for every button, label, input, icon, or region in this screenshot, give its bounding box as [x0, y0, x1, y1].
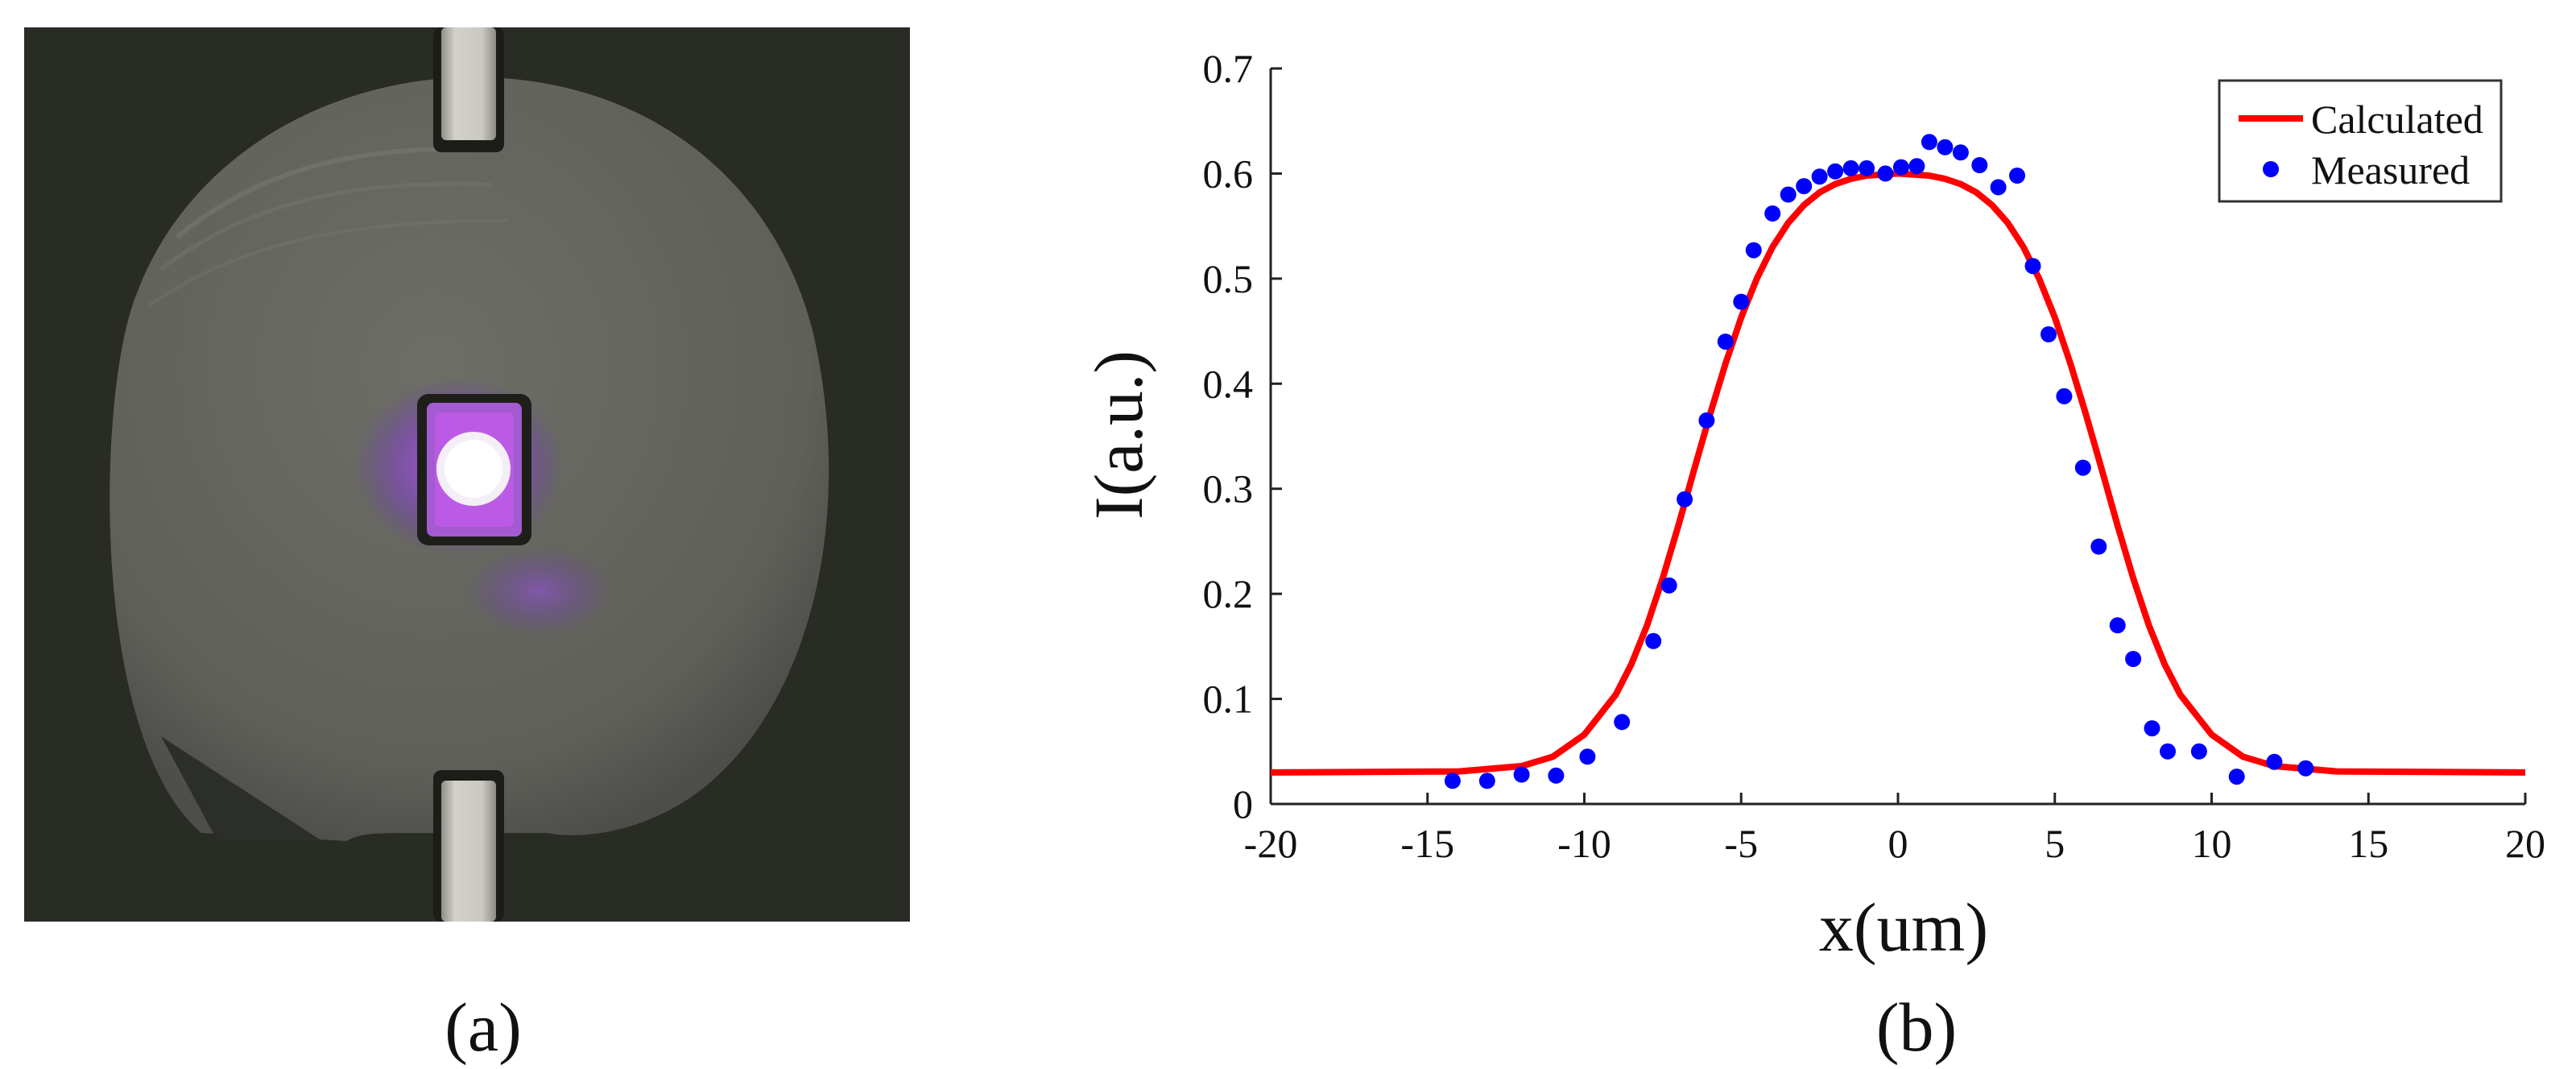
- measured-point: [2190, 743, 2207, 760]
- caption-b: (b): [1875, 988, 1958, 1066]
- x-tick-label: 15: [2348, 821, 2388, 866]
- x-tick-label: 5: [2045, 821, 2065, 866]
- measured-point: [1811, 168, 1828, 185]
- y-tick-label: 0.3: [1203, 466, 1254, 512]
- x-tick-label: -5: [1724, 821, 1758, 866]
- measured-point: [1645, 632, 1662, 649]
- x-tick-label: -15: [1400, 821, 1454, 866]
- x-tick-label: 10: [2192, 821, 2232, 866]
- measured-point: [2266, 753, 2283, 770]
- measured-point: [2228, 769, 2245, 785]
- measured-point: [2009, 168, 2025, 184]
- y-tick-label: 0: [1233, 781, 1253, 827]
- measured-point: [1859, 160, 1875, 176]
- measured-point: [1908, 158, 1925, 175]
- measured-point: [1733, 293, 1750, 310]
- measured-point: [1764, 205, 1781, 222]
- measured-point: [1921, 134, 1937, 151]
- measured-point: [2109, 617, 2126, 634]
- measured-point: [2090, 538, 2107, 555]
- measured-point: [1877, 165, 1894, 182]
- bottom-electrode: [441, 781, 496, 922]
- measured-point: [1745, 242, 1762, 259]
- measured-point: [1892, 159, 1909, 176]
- x-axis-label: x(um): [1819, 889, 1988, 966]
- x-tick-label: 0: [1888, 821, 1908, 866]
- device-photo-image: [24, 27, 910, 922]
- y-tick-label: 0.6: [1203, 151, 1254, 196]
- measured-point: [2074, 459, 2091, 476]
- emission-tail: [467, 547, 612, 636]
- measured-point: [1478, 773, 1495, 789]
- y-tick-label: 0.2: [1203, 571, 1254, 616]
- legend-measured-label: Measured: [2311, 147, 2470, 193]
- y-axis-label: I(a.u.): [1080, 350, 1157, 520]
- measured-point: [1796, 178, 1813, 195]
- measured-point: [2041, 326, 2057, 342]
- measured-point: [2160, 743, 2176, 760]
- y-tick-label: 0.1: [1203, 677, 1254, 722]
- measured-point: [1842, 160, 1859, 176]
- measured-point: [2024, 258, 2041, 275]
- y-tick-label: 0.5: [1203, 256, 1254, 301]
- measured-point: [1698, 412, 1715, 429]
- measured-point: [1444, 773, 1461, 789]
- measured-point: [2056, 387, 2073, 404]
- caption-a: (a): [444, 988, 522, 1066]
- measured-point: [1780, 186, 1797, 203]
- device-photo: [24, 27, 910, 922]
- measured-point: [1952, 144, 1969, 161]
- measured-point: [1677, 491, 1693, 508]
- measured-point: [2144, 720, 2160, 737]
- calculated-line: [1270, 170, 2526, 776]
- measured-point: [1660, 577, 1677, 594]
- x-tick-label: -20: [1244, 821, 1298, 866]
- chart-legend: Calculated Measured: [2218, 79, 2503, 203]
- y-tick-label: 0.7: [1203, 46, 1254, 91]
- measured-point: [1971, 157, 1988, 173]
- measured-point: [1614, 714, 1631, 731]
- measured-point: [1717, 334, 1734, 350]
- measured-point: [1990, 179, 2007, 196]
- top-electrode: [441, 27, 496, 140]
- legend-box: [2218, 79, 2503, 203]
- legend-calculated-label: Calculated: [2311, 97, 2483, 142]
- chart-axes: -20 -15 -10 -5 0 5 10 15 20 0 0.1 0.2 0.3 0.4 0.5 0.6 0.…: [1203, 46, 2546, 866]
- measured-point: [1513, 766, 1530, 783]
- measured-point: [2297, 760, 2314, 777]
- x-tick-label: 20: [2505, 821, 2545, 866]
- disk-notch: [161, 736, 322, 841]
- y-tick-label: 0.4: [1203, 361, 1254, 406]
- measured-point: [2125, 651, 2142, 667]
- measured-point: [1579, 748, 1596, 765]
- chart-series: [1270, 134, 2526, 789]
- measured-point: [1937, 139, 1954, 155]
- x-tick-label: -10: [1557, 821, 1611, 866]
- measured-point: [1548, 767, 1565, 784]
- legend-measured-swatch: [2263, 161, 2279, 177]
- measured-point: [1827, 163, 1844, 180]
